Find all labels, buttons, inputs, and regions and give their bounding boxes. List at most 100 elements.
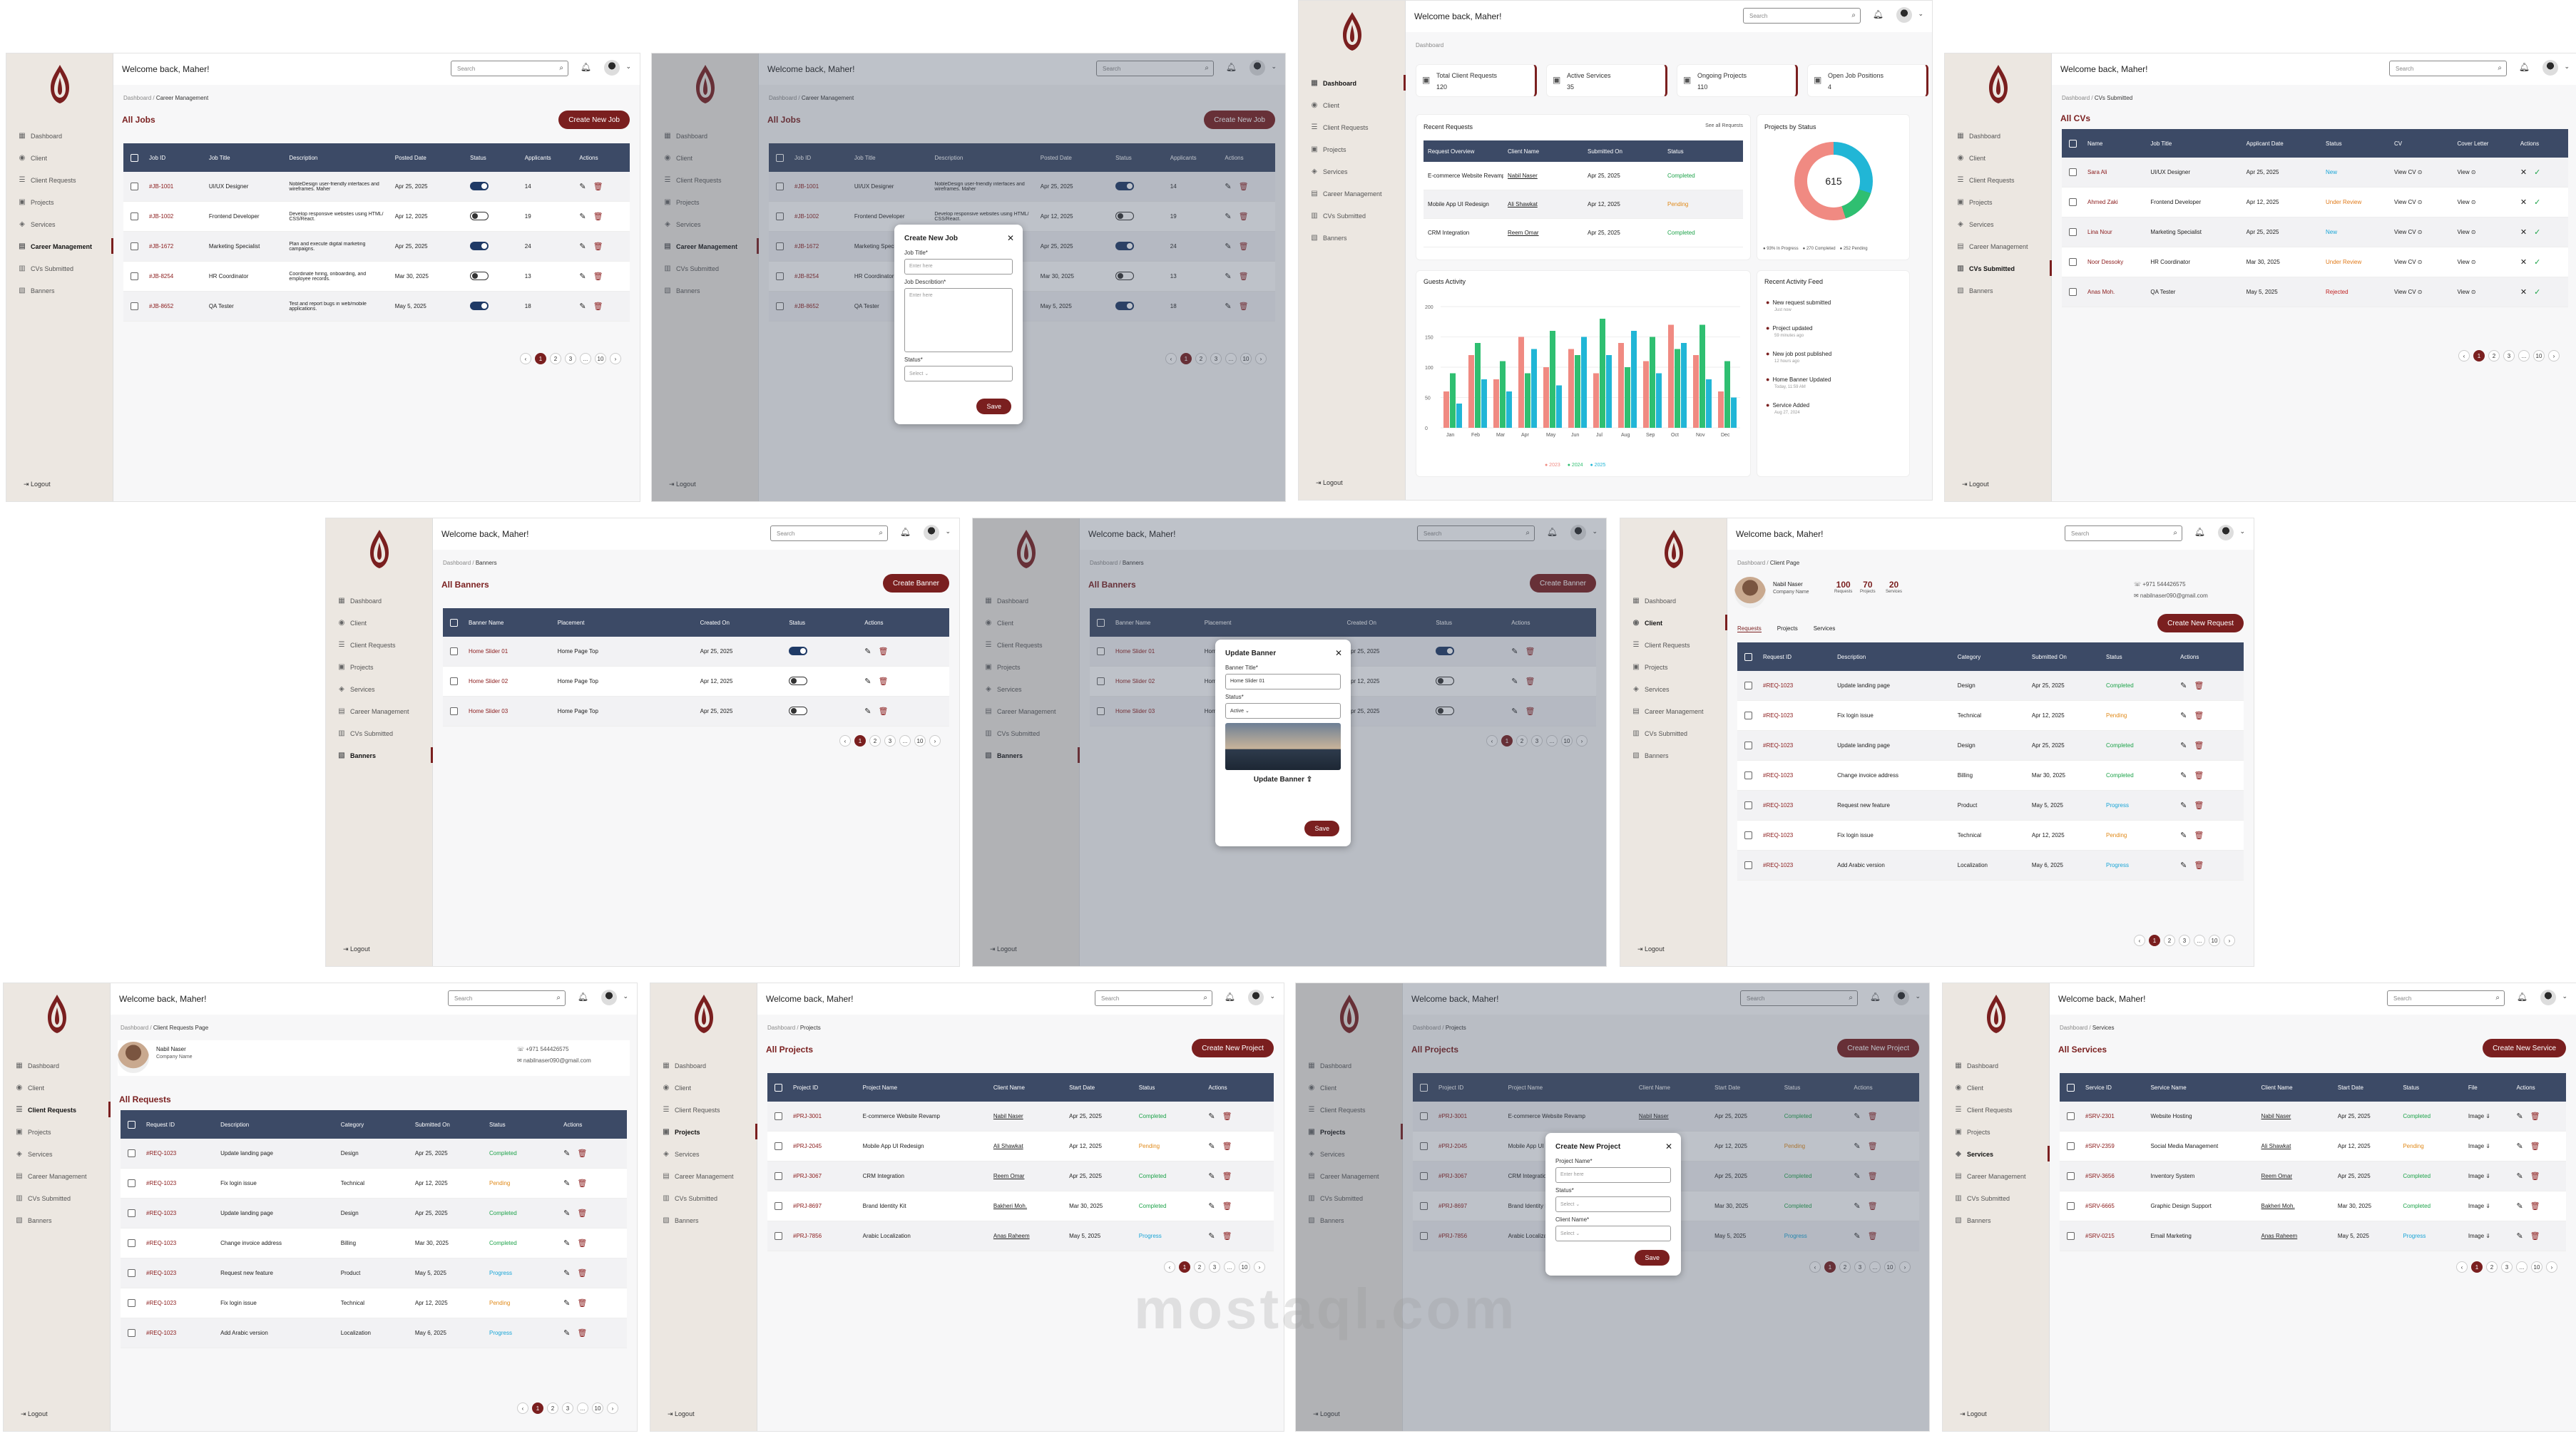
row-checkbox[interactable] (1419, 1232, 1428, 1240)
sidebar-item-services[interactable]: ◈ Services (1307, 1143, 1403, 1165)
page-button[interactable]: 10 (1239, 1261, 1250, 1273)
prev-page-button[interactable]: ‹ (1486, 735, 1498, 747)
row-checkbox[interactable] (775, 212, 784, 220)
status-select[interactable]: Select ⌄ (1555, 1196, 1671, 1212)
trash-icon[interactable]: 🗑︎ (2194, 831, 2204, 840)
table-row[interactable]: Mobile App UI Redesign Ali Shawkat Apr 12,… (1424, 190, 1743, 219)
trash-icon[interactable]: 🗑︎ (2530, 1232, 2540, 1241)
sidebar-item-services[interactable]: ◈ Services (663, 213, 759, 235)
table-row[interactable]: #JB-1001 UI/UX Designer NobleDesign user-f… (123, 172, 630, 202)
save-button[interactable]: Save (1304, 821, 1339, 836)
search-input[interactable]: Search ⌕ (770, 525, 888, 541)
edit-icon[interactable]: ✎ (2180, 771, 2187, 780)
page-button[interactable]: 10 (914, 735, 926, 747)
chevron-down-icon[interactable]: ⌄ (1918, 10, 1923, 17)
tab-requests[interactable]: Requests (1737, 625, 1762, 632)
table-row[interactable]: Home Slider 01 Home Page Top Apr 25, 2025 ✎… (443, 637, 949, 667)
sidebar-item-dashboard[interactable]: ▦ Dashboard (337, 590, 433, 612)
row-checkbox[interactable] (774, 1142, 782, 1150)
avatar[interactable] (2218, 525, 2234, 540)
breadcrumb-root[interactable]: Dashboard / (443, 560, 476, 566)
row-checkbox[interactable] (130, 183, 138, 190)
edit-icon[interactable]: ✎ (2180, 742, 2187, 750)
see-all-link[interactable]: See all Requests (1705, 123, 1743, 128)
page-button[interactable]: 2 (1839, 1261, 1851, 1273)
row-checkbox[interactable] (1419, 1172, 1428, 1180)
sidebar-item-career-management[interactable]: ▤ Career Management (1954, 1165, 2050, 1187)
reject-icon[interactable]: ✕ (2520, 258, 2528, 267)
trash-icon[interactable]: 🗑︎ (1867, 1232, 1878, 1241)
edit-icon[interactable]: ✎ (1208, 1232, 1215, 1241)
table-row[interactable]: Noor Dessoky HR Coordinator Mar 30, 2025 Un… (2062, 247, 2568, 277)
next-page-button[interactable]: › (2548, 350, 2560, 361)
table-row[interactable]: E-commerce Website Revamp Nabil Naser Apr … (1424, 162, 1743, 190)
logout-button[interactable]: ⇥ Logout (668, 1410, 695, 1417)
prev-page-button[interactable]: ‹ (2456, 1261, 2468, 1273)
row-checkbox[interactable] (127, 1299, 136, 1307)
status-toggle[interactable] (470, 301, 489, 310)
sidebar-item-client-requests[interactable]: ☰ Client Requests (15, 1099, 111, 1121)
row-checkbox[interactable] (1419, 1202, 1428, 1210)
row-checkbox[interactable] (130, 212, 138, 220)
sidebar-item-dashboard[interactable]: ▦ Dashboard (984, 590, 1080, 612)
avatar[interactable] (2540, 990, 2556, 1005)
edit-icon[interactable]: ✎ (579, 183, 586, 191)
approve-icon[interactable]: ✓ (2534, 168, 2541, 177)
status-toggle[interactable] (470, 181, 489, 190)
trash-icon[interactable]: 🗑︎ (878, 677, 889, 686)
page-button[interactable]: 1 (1179, 1261, 1190, 1273)
page-button[interactable]: 2 (1195, 353, 1207, 364)
page-button[interactable]: 10 (1240, 353, 1252, 364)
search-input[interactable]: Search ⌕ (1095, 990, 1212, 1006)
sidebar-item-client-requests[interactable]: ☰ Client Requests (662, 1099, 757, 1121)
edit-icon[interactable]: ✎ (563, 1239, 571, 1248)
row-checkbox[interactable] (2068, 198, 2077, 206)
sidebar-item-client-requests[interactable]: ☰ Client Requests (984, 634, 1080, 656)
sidebar-item-services[interactable]: ◈ Services (1956, 213, 2052, 235)
table-row[interactable]: #SRV-2359 Social Media Management Ali Shaw… (2060, 1132, 2566, 1161)
next-page-button[interactable]: › (607, 1402, 618, 1414)
status-toggle[interactable] (789, 676, 808, 685)
trash-icon[interactable]: 🗑︎ (577, 1239, 588, 1248)
trash-icon[interactable]: 🗑︎ (1867, 1202, 1878, 1211)
trash-icon[interactable]: 🗑︎ (2194, 771, 2204, 780)
row-checkbox[interactable] (449, 707, 458, 715)
page-button[interactable]: 2 (2164, 935, 2175, 946)
table-row[interactable]: Ahmed Zaki Frontend Developer Apr 12, 2025… (2062, 188, 2568, 217)
sidebar-item-client-requests[interactable]: ☰ Client Requests (1956, 169, 2052, 191)
job-title-input[interactable]: Enter here (904, 259, 1013, 275)
trash-icon[interactable]: 🗑︎ (577, 1299, 588, 1308)
sidebar-item-dashboard[interactable]: ▦ Dashboard (662, 1055, 757, 1077)
sidebar-item-cvs-submitted[interactable]: ▥ CVs Submitted (337, 722, 433, 744)
page-button[interactable]: 2 (869, 735, 881, 747)
page-button[interactable]: 3 (2503, 350, 2515, 361)
edit-icon[interactable]: ✎ (1225, 302, 1232, 311)
row-checkbox[interactable] (1419, 1112, 1428, 1120)
edit-icon[interactable]: ✎ (563, 1209, 571, 1218)
table-row[interactable]: Home Slider 02 Home Page Top Apr 12, 2025 ✎… (443, 667, 949, 697)
sidebar-item-banners[interactable]: ▧ Banners (337, 744, 433, 766)
search-input[interactable]: Search ⌕ (1096, 61, 1214, 76)
page-button[interactable]: 3 (565, 353, 576, 364)
table-row[interactable]: #JB-8254 HR Coordinator Coordinate hiring,… (123, 262, 630, 292)
reject-icon[interactable]: ✕ (2520, 288, 2528, 297)
create-button[interactable]: Create New Project (1192, 1039, 1274, 1057)
sidebar-item-banners[interactable]: ▧ Banners (663, 279, 759, 302)
trash-icon[interactable]: 🗑︎ (1222, 1142, 1232, 1151)
sidebar-item-client[interactable]: ◉ Client (984, 612, 1080, 634)
bell-icon[interactable]: 🔔︎ (580, 62, 591, 72)
table-row[interactable]: #PRJ-3001 E-commerce Website Revamp Nabil … (1413, 1102, 1919, 1132)
edit-icon[interactable]: ✎ (1208, 1172, 1215, 1181)
sidebar-item-projects[interactable]: ▣ Projects (1310, 138, 1406, 160)
table-row[interactable]: #PRJ-3067 CRM Integration Reem Omar Apr 25,… (767, 1161, 1274, 1191)
sidebar-item-banners[interactable]: ▧ Banners (18, 279, 113, 302)
row-checkbox[interactable] (449, 647, 458, 655)
page-button[interactable]: 2 (550, 353, 561, 364)
row-checkbox[interactable] (775, 302, 784, 310)
trash-icon[interactable]: 🗑︎ (577, 1179, 588, 1188)
edit-icon[interactable]: ✎ (2516, 1112, 2523, 1121)
sidebar-item-client[interactable]: ◉ Client (663, 147, 759, 169)
sidebar-item-career-management[interactable]: ▤ Career Management (15, 1165, 111, 1187)
sidebar-item-services[interactable]: ◈ Services (662, 1143, 757, 1165)
trash-icon[interactable]: 🗑︎ (2530, 1172, 2540, 1181)
